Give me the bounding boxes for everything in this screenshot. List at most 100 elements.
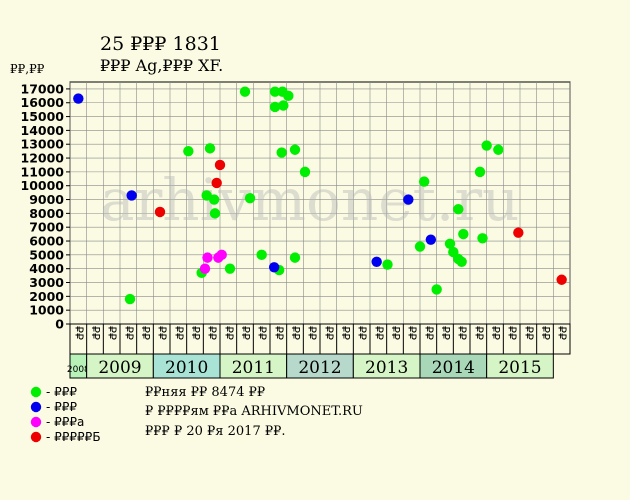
y-tick-label: 17000 <box>21 81 65 96</box>
info-line-3: ₽₽₽ ₽ 20 ₽я 2017 ₽₽. <box>145 424 286 439</box>
month-label: ₽₽ <box>139 326 152 340</box>
grid <box>69 81 571 325</box>
year-cell <box>352 353 421 379</box>
data-point <box>289 144 301 155</box>
data-point <box>214 159 226 171</box>
data-point <box>493 144 504 155</box>
month-label: ₽₽ <box>306 326 319 340</box>
y-tick-label: 15000 <box>21 109 65 124</box>
month-label: ₽₽ <box>106 326 119 340</box>
data-point <box>208 194 220 205</box>
year-label: 2008 <box>67 365 90 375</box>
month-label: ₽₽ <box>272 326 285 340</box>
y-tick-label: 14000 <box>21 123 65 138</box>
year-label: 2015 <box>498 358 541 378</box>
data-point <box>431 284 442 295</box>
y-tick-label: 7000 <box>29 220 64 235</box>
year-label: 2009 <box>98 358 141 378</box>
data-point <box>202 252 213 263</box>
y-tick-label: 3000 <box>29 275 64 290</box>
year-cell <box>419 353 488 379</box>
data-point <box>124 293 136 305</box>
legend-marker <box>30 431 42 443</box>
month-label: ₽₽ <box>172 326 185 340</box>
watermark: arhivmonet.ru <box>100 166 519 234</box>
data-point <box>403 194 414 205</box>
legend-marker <box>30 401 42 413</box>
data-point <box>513 227 524 238</box>
y-tick-label: 12000 <box>21 151 65 166</box>
legend-label: - ₽₽₽ <box>46 400 77 414</box>
year-label: 2011 <box>232 358 275 378</box>
data-point <box>216 249 227 261</box>
axes: 0100020003000400050006000700080009000100… <box>21 81 571 379</box>
y-tick-label: 5000 <box>29 247 64 262</box>
y-tick-label: 8000 <box>29 206 64 221</box>
month-label: ₽₽ <box>89 326 102 340</box>
month-label: ₽₽ <box>472 326 485 340</box>
data-point <box>289 252 301 263</box>
year-cell <box>486 353 554 379</box>
data-point <box>209 208 221 219</box>
data-point <box>382 259 393 270</box>
month-label: ₽₽ <box>539 326 552 340</box>
data-point <box>283 90 294 102</box>
data-point <box>444 238 456 249</box>
month-label: ₽₽ <box>389 326 402 340</box>
data-point <box>425 234 437 245</box>
y-tick-label: 16000 <box>21 95 65 110</box>
month-label: ₽₽ <box>156 326 169 340</box>
data-point <box>477 233 488 244</box>
data-point <box>256 249 267 261</box>
y-tick-label: 11000 <box>21 164 65 179</box>
data-point <box>414 241 426 252</box>
data-point <box>268 262 280 273</box>
data-point <box>276 147 287 158</box>
legend-label: - ₽₽₽₽₽Б <box>46 430 101 444</box>
month-label: ₽₽ <box>506 326 519 340</box>
data-point <box>73 93 84 104</box>
data-points <box>73 86 567 305</box>
year-label: 2010 <box>165 358 208 378</box>
y-tick-label: 2000 <box>29 289 64 304</box>
data-point <box>224 263 236 274</box>
legend: - ₽₽₽- ₽₽₽- ₽₽₽а- ₽₽₽₽₽Б <box>30 385 101 444</box>
data-point <box>204 143 216 154</box>
info-line-1: ₽₽няя ₽₽ 8474 ₽₽ <box>145 385 265 400</box>
month-label: ₽₽ <box>456 326 469 340</box>
year-label: 2013 <box>365 358 408 378</box>
data-point <box>211 177 222 189</box>
y-tick-label: 13000 <box>21 137 65 152</box>
data-point <box>556 274 567 285</box>
data-point <box>183 145 194 157</box>
data-point <box>199 263 211 274</box>
year-cell <box>86 353 154 379</box>
data-point <box>299 166 311 178</box>
data-point <box>458 228 469 240</box>
month-label: ₽₽ <box>256 326 269 340</box>
month-label: ₽₽ <box>406 326 419 340</box>
data-point <box>481 140 492 151</box>
month-label: ₽₽ <box>556 326 569 340</box>
data-point <box>154 206 166 218</box>
legend-label: - ₽₽₽а <box>46 415 84 429</box>
year-cell <box>152 353 221 379</box>
data-point <box>453 204 464 215</box>
data-point <box>418 176 430 187</box>
y-axis-label: ₽₽,₽₽ <box>10 62 45 76</box>
data-point <box>239 86 251 97</box>
chart-subtitle: ₽₽₽ Ag,₽₽₽ XF. <box>100 56 223 75</box>
data-point <box>269 101 281 113</box>
month-label: ₽₽ <box>122 326 135 340</box>
legend-marker <box>30 416 42 428</box>
y-tick-label: 1000 <box>29 303 64 318</box>
month-label: ₽₽ <box>522 326 535 340</box>
year-cell <box>286 353 354 379</box>
month-label: ₽₽ <box>322 326 335 340</box>
y-tick-label: 9000 <box>29 192 64 207</box>
data-point <box>278 100 289 111</box>
month-label: ₽₽ <box>239 326 252 340</box>
y-tick-label: 4000 <box>29 261 64 276</box>
month-label: ₽₽ <box>422 326 435 340</box>
